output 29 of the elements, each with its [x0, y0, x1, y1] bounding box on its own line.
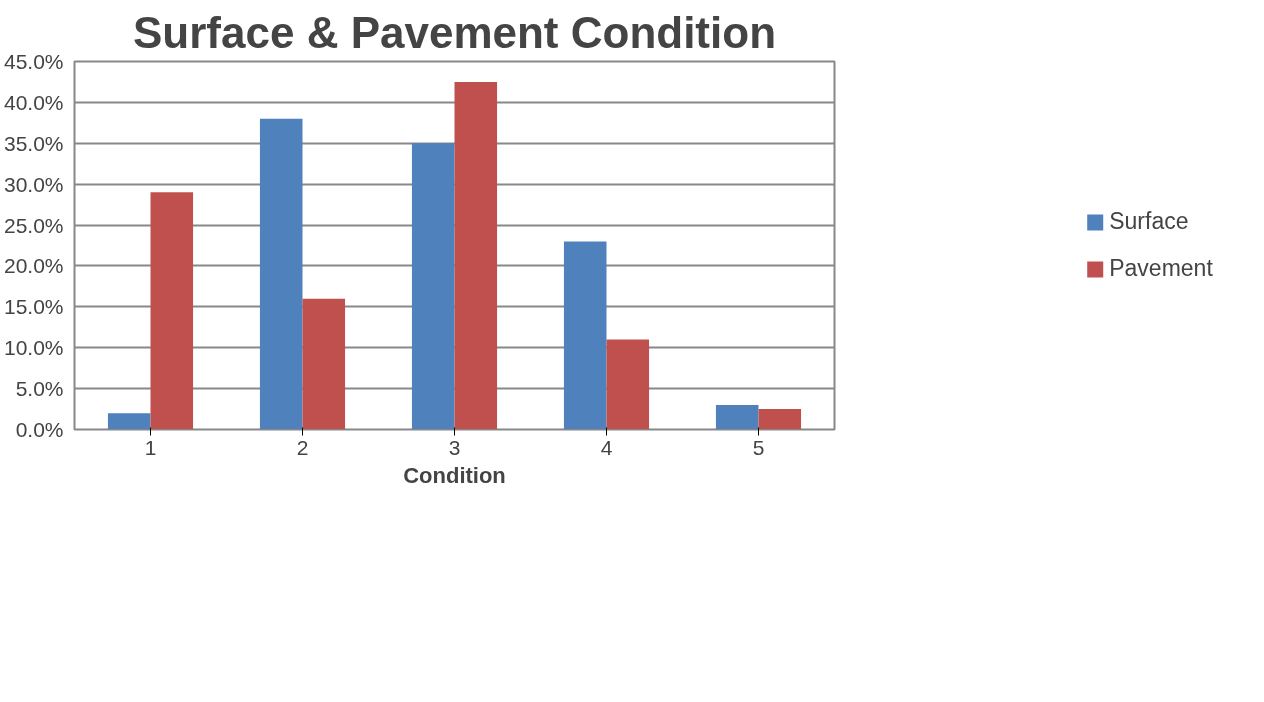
bar	[150, 192, 194, 430]
x-tick-label: 5	[752, 435, 765, 459]
x-axis-title: Condition	[403, 462, 506, 488]
y-tick-label: 15.0%	[3, 295, 64, 319]
x-tick-label: 1	[144, 435, 157, 459]
y-tick-label: 40.0%	[3, 90, 64, 114]
x-tick-label: 4	[600, 435, 613, 459]
legend-label: Surface	[1109, 208, 1189, 235]
chart-title: Surface & Pavement Condition	[133, 7, 777, 57]
bar	[454, 81, 498, 430]
x-tick-label: 2	[296, 435, 309, 459]
bar	[606, 339, 650, 430]
y-tick-label: 35.0%	[3, 131, 64, 155]
y-tick-label: 30.0%	[3, 172, 64, 196]
bar	[411, 143, 455, 430]
x-tick-label: 3	[448, 435, 461, 459]
bar	[758, 409, 802, 430]
y-tick-label: 5.0%	[15, 377, 64, 401]
y-tick-label: 0.0%	[15, 418, 64, 441]
y-tick-label: 20.0%	[3, 254, 64, 278]
y-tick-label: 45.0%	[3, 50, 64, 73]
bar	[563, 241, 607, 430]
y-tick-label: 10.0%	[3, 336, 64, 360]
bar	[259, 118, 303, 430]
legend-label: Pavement	[1109, 255, 1213, 282]
bar	[715, 404, 759, 430]
bar	[302, 298, 346, 430]
y-tick-label: 25.0%	[3, 213, 64, 237]
bar	[107, 413, 151, 430]
